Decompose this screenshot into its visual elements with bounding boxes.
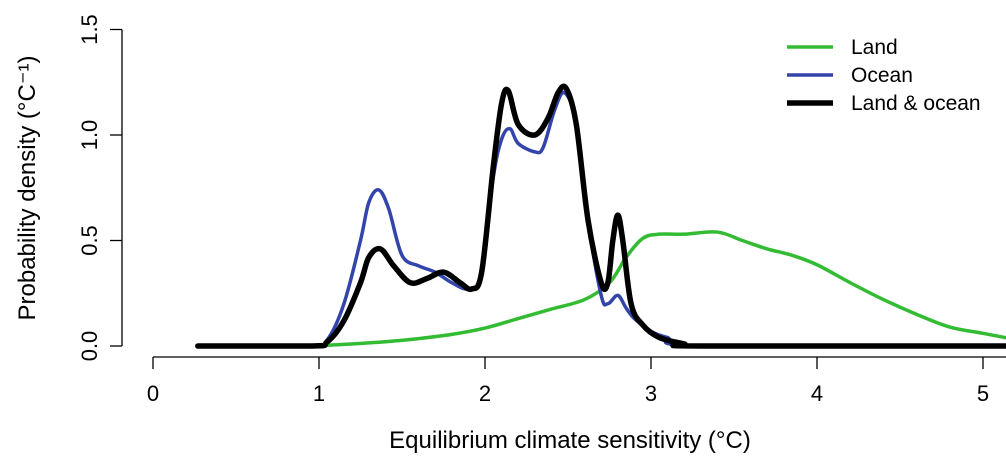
x-tick-label: 5 <box>977 381 989 406</box>
x-tick-label: 1 <box>313 381 325 406</box>
land-series-line <box>196 230 1006 348</box>
legend: Land Ocean Land & ocean <box>787 36 981 115</box>
x-tick-label: 3 <box>645 381 657 406</box>
y-tick-label: 1.0 <box>77 120 102 151</box>
y-tick-label: 0.0 <box>77 331 102 362</box>
x-tick-label: 0 <box>147 381 159 406</box>
ocean-series-line <box>196 90 1006 348</box>
land-ocean-series-line <box>195 83 1006 349</box>
legend-label-ocean: Ocean <box>851 64 913 87</box>
x-tick-label: 4 <box>811 381 823 406</box>
y-tick-label: 1.5 <box>77 14 102 45</box>
x-axis-title: Equilibrium climate sensitivity (°C) <box>389 427 751 454</box>
legend-label-land: Land <box>851 36 898 59</box>
legend-label-land-ocean: Land & ocean <box>851 92 981 115</box>
y-axis-title: Probability density (°C⁻¹) <box>14 55 41 320</box>
x-tick-label: 2 <box>479 381 491 406</box>
series-layer <box>195 83 1006 349</box>
y-tick-label: 0.5 <box>77 225 102 256</box>
x-axis: 0 1 2 3 4 5 <box>147 356 1006 406</box>
y-axis: 0.0 0.5 1.0 1.5 <box>77 14 123 362</box>
